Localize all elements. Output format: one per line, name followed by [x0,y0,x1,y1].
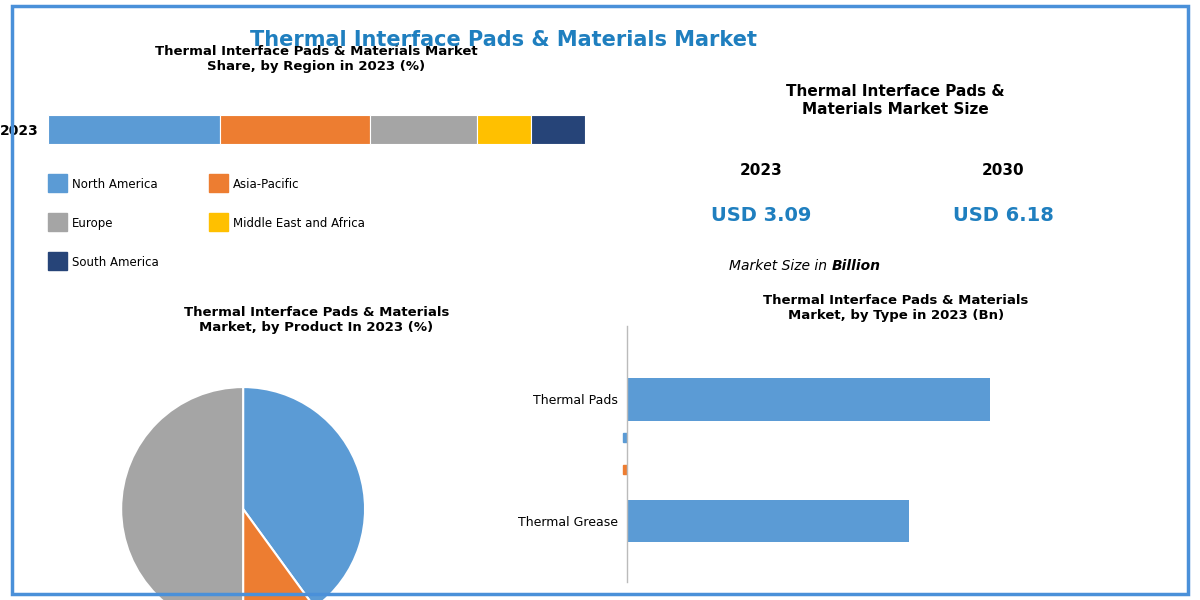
Title: Thermal Interface Pads & Materials Market
Share, by Region in 2023 (%): Thermal Interface Pads & Materials Marke… [155,44,478,73]
Text: Europe: Europe [72,217,114,230]
Text: Middle East and Africa: Middle East and Africa [233,217,365,230]
Text: 2030: 2030 [982,163,1025,178]
Bar [48,174,67,193]
Bar [478,115,530,144]
Bar [530,115,584,144]
Bar [628,378,990,421]
Bar [370,115,478,144]
Text: USD 3.09: USD 3.09 [712,206,811,225]
Text: Thermal Interface Pads &
Materials Market Size: Thermal Interface Pads & Materials Marke… [786,85,1006,117]
Text: Billion: Billion [832,259,881,273]
Bar [48,213,67,231]
Bar [48,252,67,270]
Text: Asia-Pacific: Asia-Pacific [233,178,300,191]
Text: Thermal Interface Pads & Materials Market: Thermal Interface Pads & Materials Marke… [251,30,757,50]
Legend: MOSFET, Thyristor: MOSFET, Thyristor [618,427,706,482]
Bar [209,213,228,231]
Text: 2023: 2023 [740,163,782,178]
Title: Thermal Interface Pads & Materials
Market, by Product In 2023 (%): Thermal Interface Pads & Materials Marke… [184,307,449,334]
Bar [628,500,910,542]
Text: South America: South America [72,256,158,269]
Bar [209,174,228,193]
Bar [220,115,370,144]
Title: Thermal Interface Pads & Materials
Market, by Type in 2023 (Bn): Thermal Interface Pads & Materials Marke… [763,295,1028,322]
Bar [48,115,220,144]
Text: USD 6.18: USD 6.18 [953,206,1054,225]
Text: Market Size in: Market Size in [728,259,832,273]
Wedge shape [244,509,314,600]
Text: North America: North America [72,178,157,191]
Wedge shape [244,387,365,600]
Wedge shape [121,387,244,600]
